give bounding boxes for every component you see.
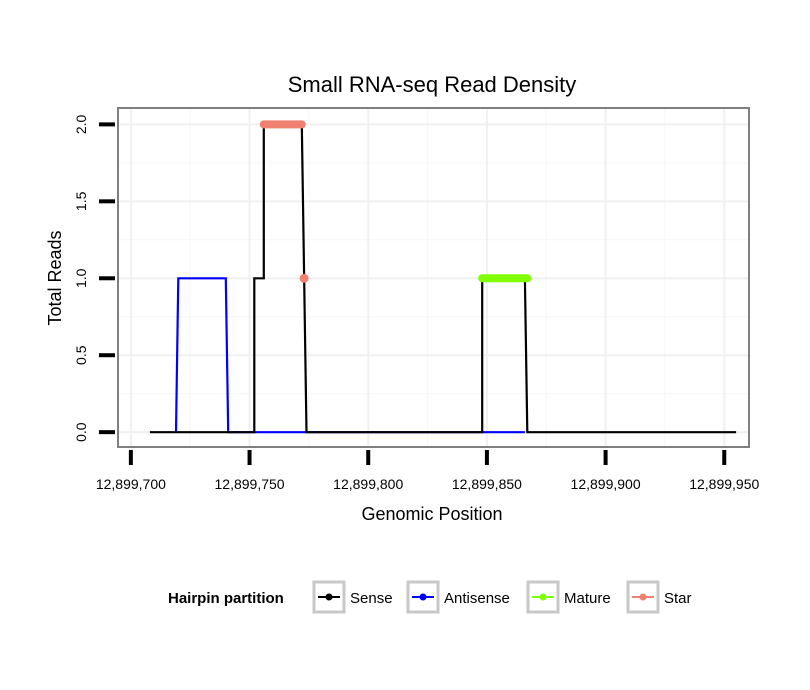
y-tick-label: 2.0 <box>73 114 89 134</box>
legend-label-star: Star <box>664 590 692 607</box>
y-axis-title: Total Reads <box>45 230 65 325</box>
data-series <box>149 120 737 434</box>
y-tick-label: 1.0 <box>73 268 89 288</box>
y-axis: 0.0 0.5 1.0 1.5 2.0 <box>73 114 115 442</box>
x-tick-label: 12,899,700 <box>96 476 166 492</box>
y-tick-label: 0.5 <box>73 345 89 365</box>
legend-label-antisense: Antisense <box>444 590 510 607</box>
legend: Hairpin partition Sense Antisense Mature St… <box>168 580 692 614</box>
y-tick-label: 0.0 <box>73 422 89 442</box>
chart-title: Small RNA-seq Read Density <box>288 72 577 97</box>
x-tick-label: 12,899,750 <box>215 476 285 492</box>
grid <box>119 109 748 446</box>
x-tick-label: 12,899,900 <box>571 476 641 492</box>
legend-key-point-mature <box>539 593 547 601</box>
x-tick-label: 12,899,850 <box>452 476 522 492</box>
legend-key-point-sense <box>325 593 333 601</box>
legend-key-point-star <box>639 593 647 601</box>
x-tick-label: 12,899,800 <box>333 476 403 492</box>
x-axis-title: Genomic Position <box>361 504 502 524</box>
x-axis: 12,899,700 12,899,750 12,899,800 12,899,850… <box>96 450 760 492</box>
legend-label-sense: Sense <box>350 590 393 607</box>
series-point-star <box>299 273 309 283</box>
legend-key-point-antisense <box>419 593 427 601</box>
plot-panel-border <box>117 107 750 448</box>
y-tick-label: 1.5 <box>73 191 89 211</box>
legend-label-mature: Mature <box>564 590 611 607</box>
x-tick-label: 12,899,950 <box>689 476 759 492</box>
legend-title: Hairpin partition <box>168 590 284 607</box>
